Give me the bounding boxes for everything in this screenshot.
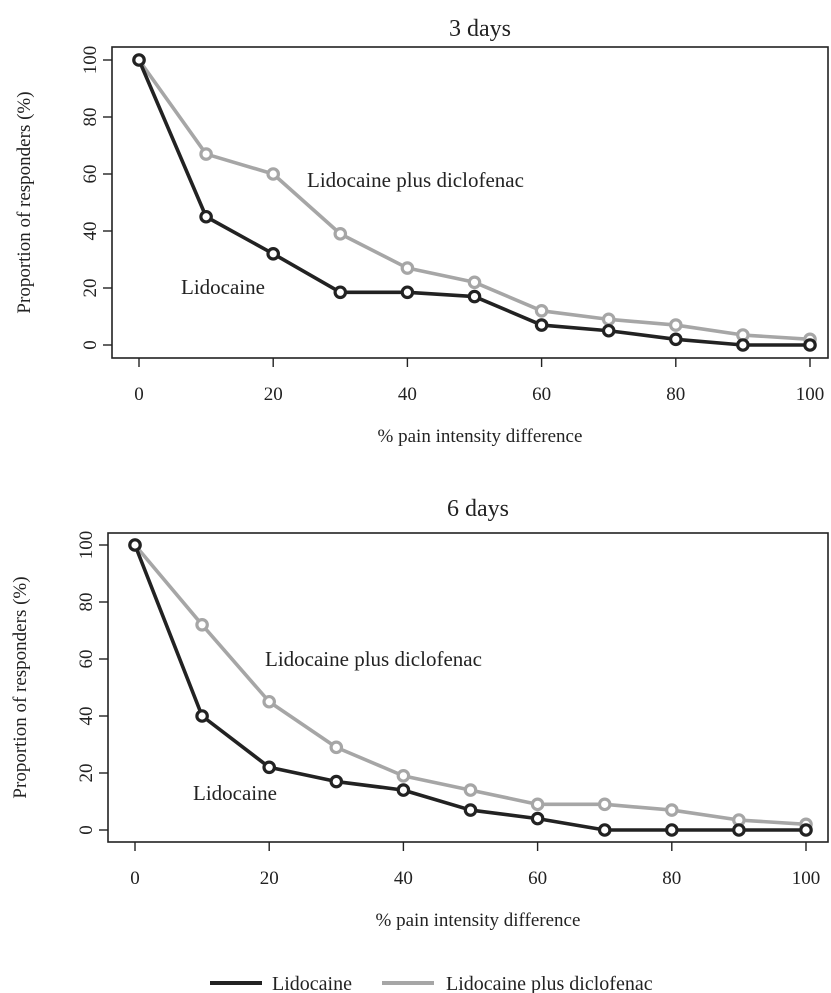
- data-point-lidocaine-plus-diclofenac: [467, 275, 482, 290]
- data-point-lidocaine-plus-diclofenac: [195, 617, 209, 632]
- y-tick-label: 60: [76, 650, 97, 669]
- data-point-lidocaine: [266, 247, 280, 261]
- data-point-lidocaine: [530, 811, 545, 826]
- data-point-lidocaine: [664, 823, 679, 837]
- data-point-lidocaine: [732, 823, 746, 837]
- data-point-lidocaine: [400, 285, 415, 300]
- data-point-lidocaine-plus-diclofenac: [266, 167, 280, 181]
- y-tick-label: 20: [76, 764, 97, 783]
- x-tick-label: 40: [394, 868, 413, 889]
- data-point-lidocaine-plus-diclofenac: [664, 803, 679, 817]
- y-tick-label: 0: [76, 825, 97, 835]
- data-point-lidocaine: [799, 823, 813, 837]
- data-point-lidocaine: [329, 774, 344, 789]
- y-tick-label: 100: [80, 46, 101, 75]
- chart-title: 3 days: [449, 16, 511, 42]
- data-point-lidocaine: [668, 332, 683, 347]
- legend: Lidocaine Lidocaine plus diclofenac: [210, 973, 653, 993]
- data-point-lidocaine-plus-diclofenac: [601, 312, 616, 327]
- x-tick-label: 80: [662, 868, 681, 889]
- data-point-lidocaine-plus-diclofenac: [534, 303, 549, 318]
- legend-label-lidocaine: Lidocaine: [272, 973, 352, 993]
- x-axis-label: % pain intensity difference: [376, 910, 581, 931]
- plot-frame: [107, 532, 829, 843]
- y-axis-label: Proportion of responders (%): [14, 91, 35, 313]
- x-tick-label: 20: [260, 868, 279, 889]
- data-point-lidocaine: [396, 783, 411, 797]
- x-tick-label: 100: [796, 384, 825, 405]
- x-tick-label: 60: [532, 384, 551, 405]
- chart-title: 6 days: [447, 496, 509, 522]
- panel-3-days: 3 days 0 20 40 60 80 100 0 20 40 60 80 100 % pain int…: [14, 16, 829, 447]
- data-point-lidocaine-plus-diclofenac: [463, 783, 478, 797]
- x-tick-label: 100: [792, 868, 821, 889]
- x-tick-label: 40: [398, 384, 417, 405]
- data-point-lidocaine: [132, 53, 146, 67]
- data-point-lidocaine: [333, 285, 348, 300]
- plot-frame: [111, 46, 829, 359]
- annotation-lidocaine: Lidocaine: [193, 781, 277, 805]
- data-point-lidocaine-plus-diclofenac: [199, 147, 213, 161]
- y-tick-label: 0: [80, 340, 101, 350]
- data-point-lidocaine: [463, 803, 478, 817]
- data-point-lidocaine: [467, 289, 482, 304]
- y-tick-label: 80: [80, 108, 101, 127]
- x-tick-label: 60: [528, 868, 547, 889]
- data-point-lidocaine: [601, 323, 616, 338]
- data-point-lidocaine: [262, 760, 276, 775]
- annotation-lidocaine: Lidocaine: [181, 275, 265, 299]
- y-tick-label: 40: [80, 222, 101, 241]
- x-tick-label: 20: [264, 384, 283, 405]
- data-point-lidocaine-plus-diclofenac: [597, 797, 612, 812]
- y-tick-label: 20: [80, 279, 101, 298]
- data-point-lidocaine-plus-diclofenac: [530, 797, 545, 812]
- y-axis-label: Proportion of responders (%): [10, 576, 31, 798]
- data-point-lidocaine-plus-diclofenac: [329, 740, 344, 755]
- data-point-lidocaine: [199, 209, 213, 224]
- annotation-lidocaine-plus-diclofenac: Lidocaine plus diclofenac: [265, 647, 482, 671]
- annotation-lidocaine-plus-diclofenac: Lidocaine plus diclofenac: [307, 168, 524, 192]
- data-point-lidocaine-plus-diclofenac: [396, 769, 411, 783]
- data-point-lidocaine: [195, 709, 209, 723]
- y-tick-label: 40: [76, 707, 97, 726]
- y-tick-label: 80: [76, 593, 97, 612]
- data-point-lidocaine-plus-diclofenac: [668, 318, 683, 332]
- x-tick-label: 80: [666, 384, 685, 405]
- legend-label-lidocaine-plus-diclofenac: Lidocaine plus diclofenac: [446, 973, 653, 993]
- data-point-lidocaine: [128, 538, 142, 552]
- x-tick-label: 0: [134, 384, 144, 405]
- data-point-lidocaine: [736, 338, 750, 352]
- data-point-lidocaine: [803, 338, 817, 352]
- data-point-lidocaine: [534, 318, 549, 332]
- data-point-lidocaine-plus-diclofenac: [400, 261, 415, 275]
- panel-6-days: 6 days 0 20 40 60 80 100 0 20 40 60 80 100 % pain int…: [10, 496, 829, 931]
- x-tick-label: 0: [130, 868, 140, 889]
- y-tick-label: 100: [76, 531, 97, 560]
- x-axis-label: % pain intensity difference: [378, 426, 583, 447]
- data-point-lidocaine-plus-diclofenac: [333, 227, 348, 241]
- data-point-lidocaine-plus-diclofenac: [262, 694, 276, 709]
- data-point-lidocaine: [597, 823, 612, 837]
- y-tick-label: 60: [80, 165, 101, 184]
